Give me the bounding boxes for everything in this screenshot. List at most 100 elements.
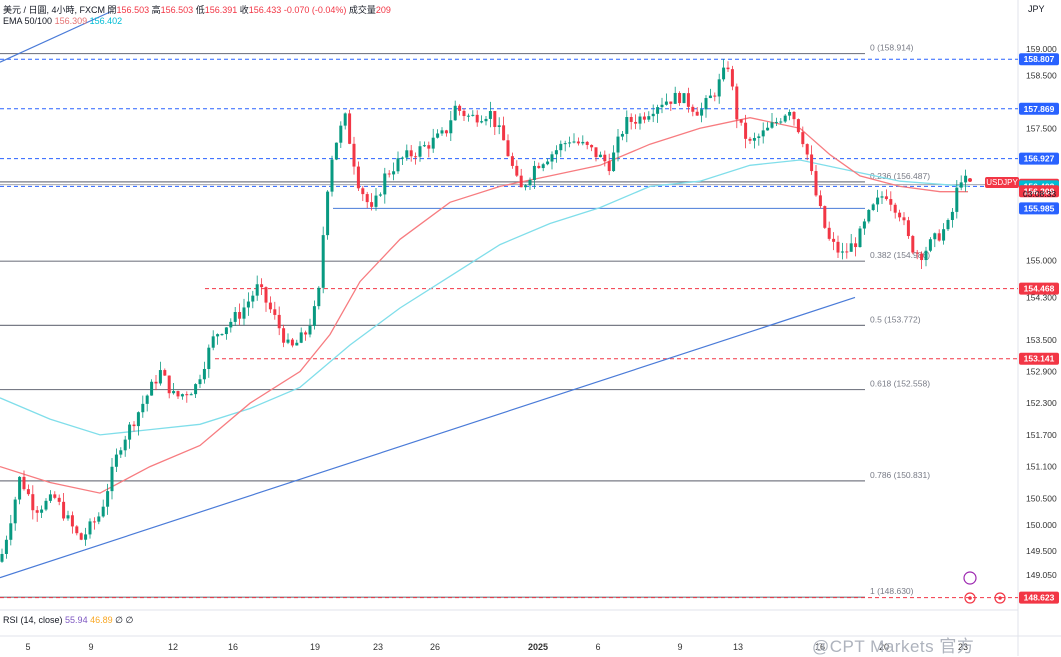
event-icon	[964, 592, 976, 604]
candle-body	[97, 516, 101, 522]
price-tag-0	[1019, 53, 1059, 66]
candle-body	[238, 312, 242, 319]
candle-body	[330, 159, 334, 192]
candle-body	[911, 236, 915, 253]
price-tag-text-8: 153.141	[1024, 354, 1055, 364]
candle-body	[686, 93, 690, 107]
countdown-timer: 03:08:33	[1023, 189, 1057, 199]
candle-body	[620, 133, 624, 137]
candle-body	[321, 235, 325, 288]
candle-body	[453, 105, 457, 121]
candle-body	[528, 179, 532, 186]
candle-body	[880, 196, 884, 198]
candle-body	[678, 92, 682, 104]
candle-body	[26, 489, 30, 495]
candle-body	[440, 130, 444, 134]
candle-body	[493, 111, 497, 127]
open-value: 156.503	[116, 5, 150, 15]
candle-body	[559, 143, 563, 151]
candle-body	[867, 209, 871, 222]
candle-body	[484, 118, 488, 122]
ema50-value: 156.309	[54, 16, 88, 26]
candle-body	[418, 146, 422, 157]
candle-body	[44, 500, 48, 510]
ema100-value: 156.402	[89, 16, 123, 26]
candle-body	[497, 125, 501, 127]
candle-body	[647, 116, 651, 120]
y-tick-2: 157.500	[1026, 123, 1057, 133]
candle-body	[717, 79, 721, 97]
candle-body	[264, 287, 268, 303]
symbol-header: 美元 / 日圓, 4小時, FXCM 開156.503 高156.503 低15…	[3, 3, 391, 16]
candle-body	[299, 332, 303, 343]
rsi-ma-value: 46.89	[90, 615, 113, 625]
event-dot	[968, 596, 972, 600]
candle-body	[858, 228, 862, 248]
candle-body	[180, 394, 184, 397]
symbol-title: 美元 / 日圓, 4小時, FXCM	[3, 5, 106, 15]
y-tick-12: 150.000	[1026, 520, 1057, 530]
candle-body	[726, 67, 730, 70]
candle-body	[920, 253, 924, 261]
price-tag-text-6: 155.985	[1024, 203, 1055, 213]
candle-body	[255, 284, 259, 296]
candle-body	[22, 476, 26, 490]
currency-label[interactable]: JPY	[1028, 4, 1045, 14]
candle-body	[845, 251, 849, 253]
candle-body	[220, 334, 224, 336]
candle-body	[642, 116, 646, 120]
candle-body	[84, 534, 88, 540]
candle-body	[405, 150, 409, 158]
low-label: 低	[195, 5, 205, 15]
candle-body	[590, 144, 594, 148]
candle-body	[35, 510, 39, 513]
candle-body	[282, 328, 286, 343]
candle-body	[431, 137, 435, 149]
candle-body	[202, 368, 206, 380]
candle-body	[339, 125, 343, 143]
x-tick-0: 5	[25, 642, 30, 652]
candle-body	[53, 494, 57, 498]
candle-body	[607, 161, 611, 172]
candle-body	[827, 227, 831, 239]
candle-body	[92, 521, 96, 523]
price-tag-6	[1019, 202, 1059, 215]
lightning-icon	[963, 571, 977, 585]
rsi-label: RSI (14, close)	[3, 615, 63, 625]
candle-body	[246, 301, 250, 308]
candle-body	[964, 175, 968, 183]
rsi-value: 55.94	[65, 615, 88, 625]
y-tick-13: 149.500	[1026, 546, 1057, 556]
candle-body	[150, 381, 154, 396]
rsi-legend[interactable]: RSI (14, close) 55.94 46.89 ∅ ∅	[3, 615, 133, 626]
candle-body	[550, 154, 554, 162]
candle-body	[13, 499, 17, 524]
candle-body	[541, 164, 545, 169]
candle-body	[176, 391, 180, 397]
candle-body	[744, 122, 748, 139]
fib-label-6: 1 (148.630)	[870, 586, 914, 596]
ema-legend[interactable]: EMA 50/100 156.309 156.402	[3, 16, 122, 26]
candle-body	[458, 105, 462, 111]
candle-body	[796, 119, 800, 133]
candle-body	[123, 439, 127, 451]
candle-body	[594, 147, 598, 158]
candle-body	[554, 150, 558, 155]
price-tag-8	[1019, 352, 1059, 365]
candle-body	[634, 121, 638, 124]
close-value: 156.433	[248, 5, 282, 15]
low-value: 156.391	[204, 5, 238, 15]
rsi-empty-1: ∅	[115, 615, 123, 625]
candle-body	[216, 334, 220, 337]
fib-label-0: 0 (158.914)	[870, 43, 914, 53]
candle-body	[563, 143, 567, 145]
candle-body	[871, 204, 875, 210]
candle-body	[260, 284, 264, 288]
y-tick-5: 154.300	[1026, 292, 1057, 302]
candle-body	[735, 86, 739, 120]
candle-body	[836, 241, 840, 253]
y-tick-1: 158.500	[1026, 70, 1057, 80]
candle-body	[532, 165, 536, 180]
last-price-dot	[968, 178, 972, 182]
